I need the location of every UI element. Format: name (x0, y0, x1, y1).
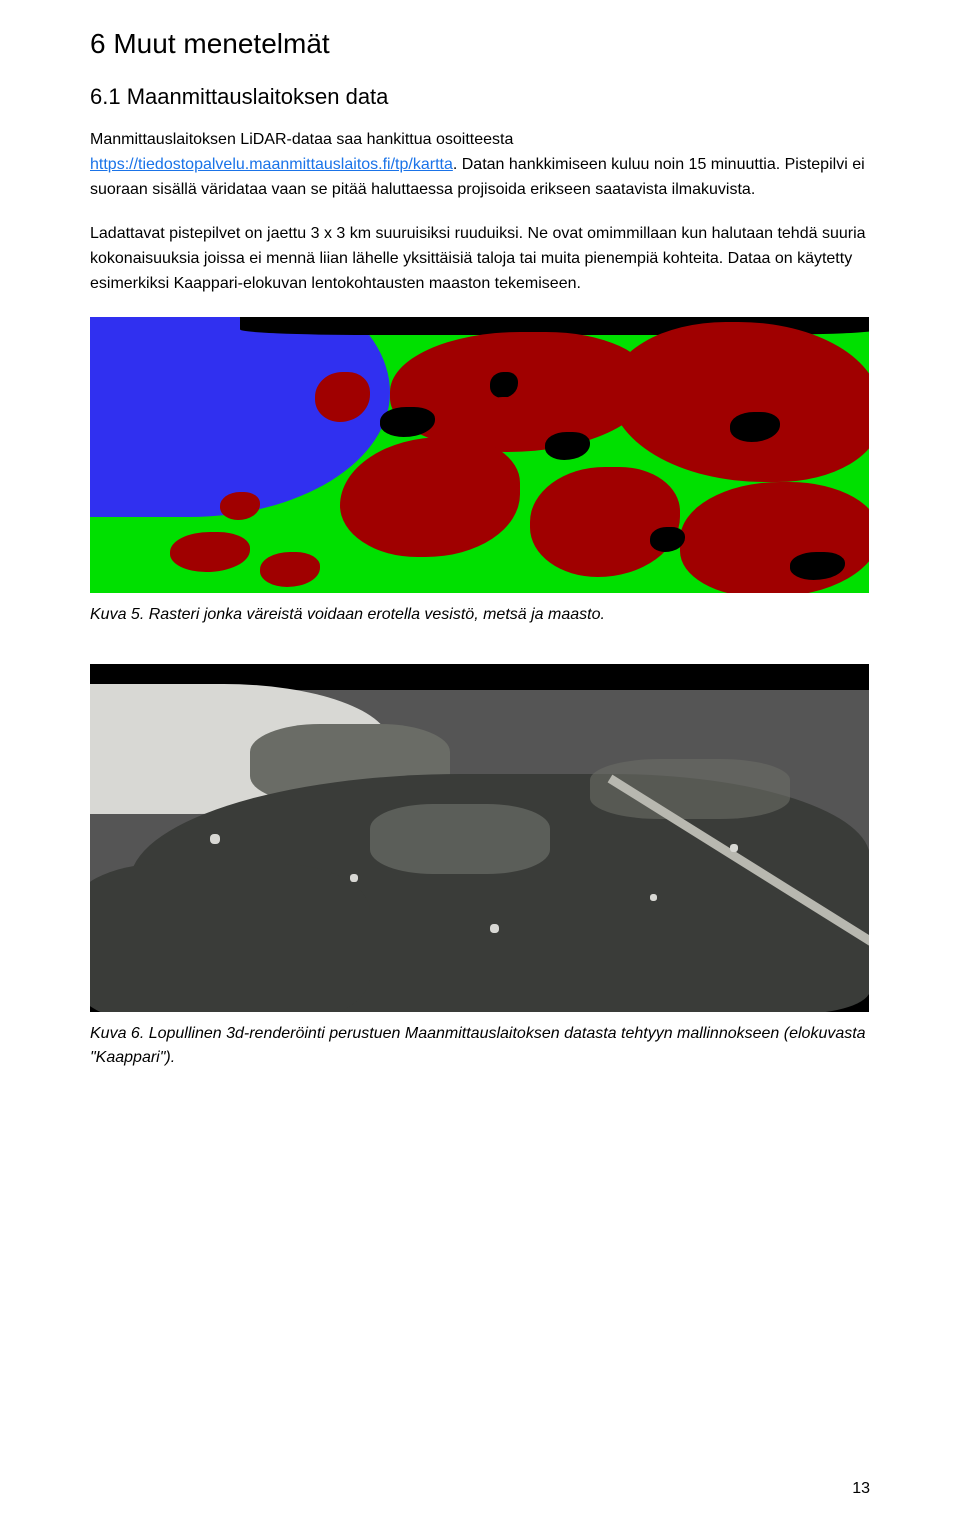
figure-raster (90, 317, 869, 593)
section-heading: 6 Muut menetelmät (90, 28, 870, 60)
figure-render (90, 664, 869, 1012)
figure-raster-caption: Kuva 5. Rasteri jonka väreistä voidaan e… (90, 603, 870, 628)
subsection-heading: 6.1 Maanmittauslaitoksen data (90, 84, 870, 110)
paragraph-1-text-before: Manmittauslaitoksen LiDAR-dataa saa hank… (90, 131, 513, 148)
page-number: 13 (852, 1480, 870, 1498)
figure-render-caption: Kuva 6. Lopullinen 3d-renderöinti perust… (90, 1022, 870, 1072)
paragraph-2: Ladattavat pistepilvet on jaettu 3 x 3 k… (90, 222, 870, 296)
lidar-data-link[interactable]: https://tiedostopalvelu.maanmittauslaito… (90, 156, 453, 173)
paragraph-1: Manmittauslaitoksen LiDAR-dataa saa hank… (90, 128, 870, 202)
